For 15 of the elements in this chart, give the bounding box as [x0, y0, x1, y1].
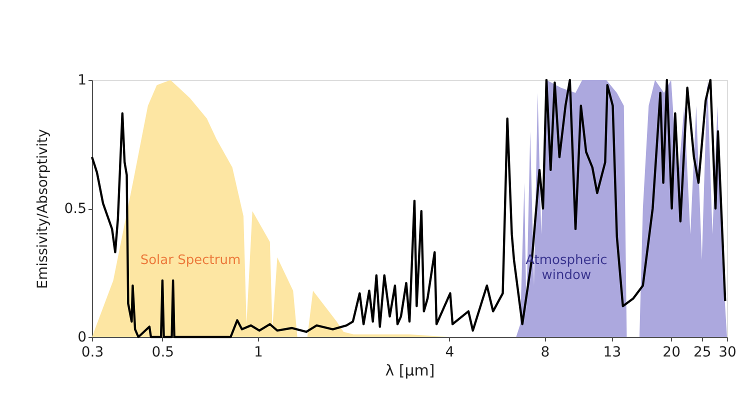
x-tick-label: 1	[254, 344, 263, 360]
x-tick-label: 30	[718, 344, 736, 360]
y-tick-label: 0.5	[64, 201, 86, 217]
y-tick-label: 1	[78, 72, 86, 88]
x-axis-title: λ [μm]	[385, 362, 435, 380]
y-axis-title: Emissivity/Absorptivity	[35, 129, 52, 289]
x-tick-label: 8	[540, 344, 550, 360]
x-tick-label: 25	[693, 344, 712, 360]
x-tick-label: 13	[603, 344, 622, 360]
x-tick-label: 0.3	[81, 344, 104, 360]
x-tick-label: 0.5	[152, 344, 174, 360]
x-tick-label: 20	[662, 344, 681, 360]
y-tick-label: 0	[78, 330, 86, 346]
series-label: Solar Spectrum	[140, 252, 241, 268]
x-tick-label: 4	[445, 344, 454, 360]
